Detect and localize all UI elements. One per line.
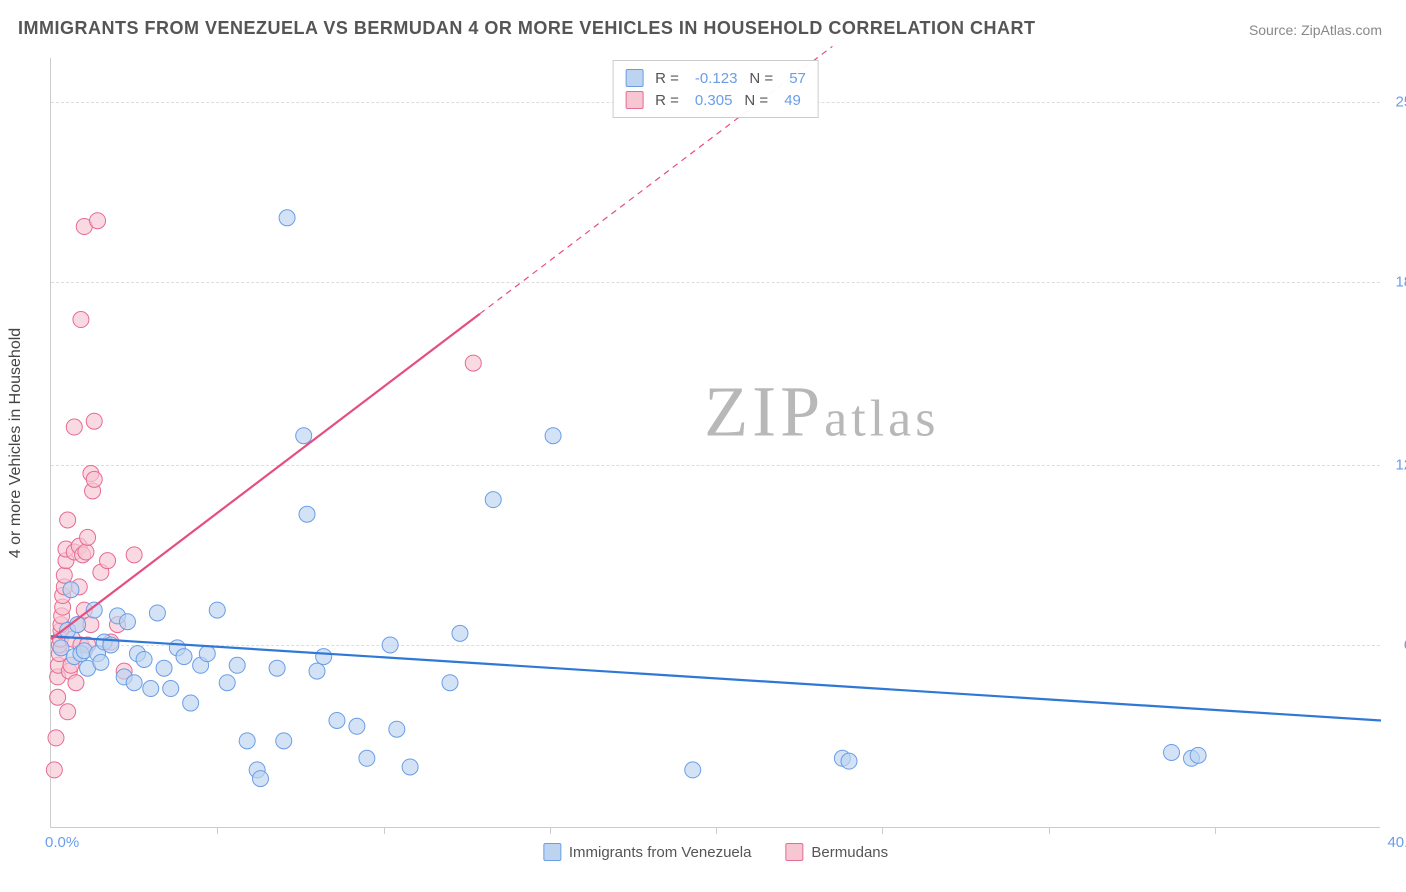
legend-label: Immigrants from Venezuela bbox=[569, 844, 752, 861]
r-label: R = bbox=[655, 92, 679, 109]
legend-series: Immigrants from Venezuela Bermudans bbox=[543, 843, 888, 861]
scatter-point bbox=[176, 649, 192, 665]
x-axis-max-label: 40.0% bbox=[1387, 834, 1406, 851]
scatter-point bbox=[126, 547, 142, 563]
scatter-point bbox=[545, 428, 561, 444]
scatter-point bbox=[299, 506, 315, 522]
legend-item: Bermudans bbox=[785, 843, 888, 861]
x-axis-min-label: 0.0% bbox=[45, 834, 79, 851]
n-label: N = bbox=[744, 92, 768, 109]
x-tick bbox=[1049, 827, 1050, 834]
scatter-point bbox=[279, 210, 295, 226]
scatter-point bbox=[163, 681, 179, 697]
scatter-point bbox=[382, 637, 398, 653]
scatter-point bbox=[60, 704, 76, 720]
scatter-point bbox=[93, 654, 109, 670]
scatter-point bbox=[239, 733, 255, 749]
scatter-point bbox=[219, 675, 235, 691]
scatter-point bbox=[252, 771, 268, 787]
scatter-point bbox=[48, 730, 64, 746]
scatter-point bbox=[66, 419, 82, 435]
scatter-point bbox=[1190, 747, 1206, 763]
scatter-point bbox=[136, 651, 152, 667]
scatter-point bbox=[465, 355, 481, 371]
scatter-point bbox=[452, 625, 468, 641]
plot-area: 4 or more Vehicles in Household 25.0%18.… bbox=[50, 58, 1380, 828]
legend-stats-row: R = -0.123 N = 57 bbox=[625, 67, 806, 89]
scatter-point bbox=[50, 689, 66, 705]
legend-stats-row: R = 0.305 N = 49 bbox=[625, 89, 806, 111]
scatter-point bbox=[229, 657, 245, 673]
swatch-icon bbox=[543, 843, 561, 861]
scatter-point bbox=[485, 492, 501, 508]
scatter-point bbox=[78, 544, 94, 560]
scatter-point bbox=[143, 681, 159, 697]
scatter-point bbox=[442, 675, 458, 691]
scatter-point bbox=[389, 721, 405, 737]
x-tick bbox=[217, 827, 218, 834]
scatter-point bbox=[46, 762, 62, 778]
legend-label: Bermudans bbox=[811, 844, 888, 861]
scatter-point bbox=[209, 602, 225, 618]
n-value: 57 bbox=[789, 70, 806, 87]
scatter-point bbox=[126, 675, 142, 691]
scatter-point bbox=[402, 759, 418, 775]
scatter-point bbox=[1164, 744, 1180, 760]
r-value: -0.123 bbox=[695, 70, 738, 87]
chart-title: IMMIGRANTS FROM VENEZUELA VS BERMUDAN 4 … bbox=[18, 18, 1036, 39]
scatter-point bbox=[56, 567, 72, 583]
scatter-point bbox=[276, 733, 292, 749]
scatter-point bbox=[90, 213, 106, 229]
scatter-point bbox=[269, 660, 285, 676]
scatter-point bbox=[309, 663, 325, 679]
y-tick-label: 25.0% bbox=[1395, 93, 1406, 110]
y-tick-label: 12.5% bbox=[1395, 456, 1406, 473]
swatch-icon bbox=[625, 69, 643, 87]
swatch-icon bbox=[785, 843, 803, 861]
scatter-point bbox=[68, 675, 84, 691]
scatter-point bbox=[156, 660, 172, 676]
n-label: N = bbox=[749, 70, 773, 87]
r-label: R = bbox=[655, 70, 679, 87]
scatter-point bbox=[86, 471, 102, 487]
r-value: 0.305 bbox=[695, 92, 733, 109]
y-axis-label: 4 or more Vehicles in Household bbox=[7, 327, 25, 557]
regression-line bbox=[51, 314, 480, 639]
legend-stats: R = -0.123 N = 57 R = 0.305 N = 49 bbox=[612, 60, 819, 118]
scatter-point bbox=[316, 649, 332, 665]
swatch-icon bbox=[625, 91, 643, 109]
scatter-point bbox=[100, 553, 116, 569]
legend-item: Immigrants from Venezuela bbox=[543, 843, 752, 861]
source-attribution: Source: ZipAtlas.com bbox=[1249, 22, 1382, 38]
scatter-point bbox=[63, 582, 79, 598]
x-tick bbox=[716, 827, 717, 834]
scatter-point bbox=[329, 712, 345, 728]
scatter-point bbox=[183, 695, 199, 711]
scatter-point bbox=[296, 428, 312, 444]
chart-container: IMMIGRANTS FROM VENEZUELA VS BERMUDAN 4 … bbox=[0, 0, 1406, 892]
scatter-point bbox=[359, 750, 375, 766]
scatter-point bbox=[349, 718, 365, 734]
x-tick bbox=[550, 827, 551, 834]
scatter-point bbox=[73, 312, 89, 328]
x-tick bbox=[1215, 827, 1216, 834]
scatter-point bbox=[199, 646, 215, 662]
y-tick-label: 18.8% bbox=[1395, 273, 1406, 290]
x-tick bbox=[384, 827, 385, 834]
n-value: 49 bbox=[784, 92, 801, 109]
x-tick bbox=[882, 827, 883, 834]
scatter-point bbox=[86, 413, 102, 429]
scatter-point bbox=[841, 753, 857, 769]
scatter-point bbox=[119, 614, 135, 630]
scatter-point bbox=[149, 605, 165, 621]
regression-line bbox=[51, 636, 1381, 720]
scatter-point bbox=[685, 762, 701, 778]
scatter-point bbox=[60, 512, 76, 528]
scatter-point bbox=[80, 529, 96, 545]
chart-svg bbox=[51, 58, 1380, 827]
